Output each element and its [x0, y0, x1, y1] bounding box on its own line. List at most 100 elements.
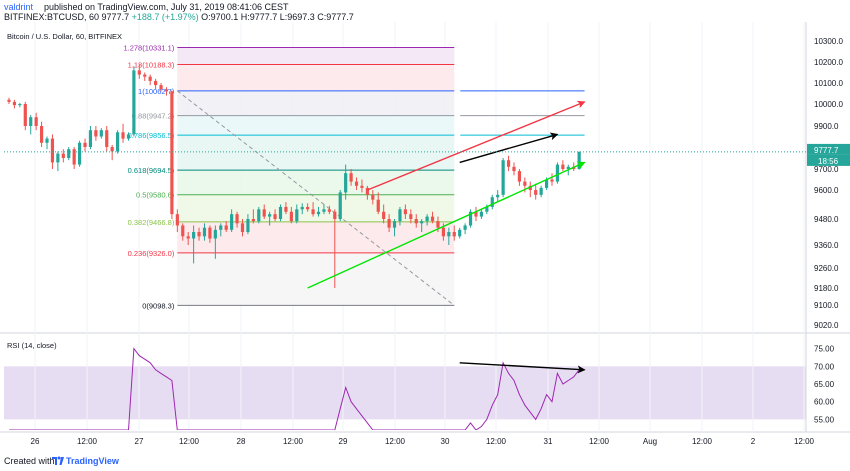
symbol-label: BITFINEX:BTCUSD, 60 — [4, 12, 100, 22]
candle-body — [126, 134, 131, 139]
candle-body — [501, 160, 505, 195]
candle-body — [327, 209, 331, 212]
candle-body — [360, 185, 364, 188]
price-tick-label: 9700.0 — [814, 165, 839, 174]
candle-body — [322, 209, 326, 212]
main-chart-title: Bitcoin / U.S. Dollar, 60, BITFINEX — [7, 32, 122, 41]
price-tick-label: 9480.0 — [814, 215, 839, 224]
candle-body — [34, 117, 38, 126]
candle-body — [284, 206, 288, 212]
publish-info: published on TradingView.com, July 31, 2… — [44, 2, 289, 12]
fib-zone — [177, 221, 455, 253]
candle-body — [148, 76, 152, 81]
candle-body — [251, 219, 255, 222]
price-tick-label: 10300.0 — [814, 37, 843, 46]
candle-body — [132, 70, 136, 135]
rsi-tick-label: 55.00 — [814, 415, 835, 424]
time-tick-label: 2 — [751, 437, 756, 446]
candle-body — [425, 216, 429, 222]
candle-body — [262, 209, 266, 217]
candle-body — [137, 70, 141, 75]
candle-body — [186, 236, 190, 239]
last-price-badge — [807, 143, 850, 155]
candle-body — [56, 153, 60, 163]
candle-body — [246, 219, 250, 232]
time-tick-label: 12:00 — [77, 437, 98, 446]
fib-zone — [177, 115, 455, 136]
price-tick-label: 9900.0 — [814, 122, 839, 131]
brand-name[interactable]: TradingView — [66, 456, 119, 466]
fib-label: 0.88(9947.2) — [132, 112, 175, 121]
candle-body — [295, 209, 299, 222]
candle-body — [164, 89, 169, 92]
fib-zone — [177, 194, 455, 222]
candle-body — [230, 214, 234, 230]
candle-body — [197, 232, 201, 237]
candle-body — [458, 229, 462, 237]
price-tick-label: 9260.0 — [814, 264, 839, 273]
countdown-badge — [807, 154, 850, 166]
rsi-band — [4, 366, 806, 420]
time-tick-label: Aug — [643, 437, 657, 446]
candle-body — [29, 117, 33, 126]
candle-body — [83, 142, 87, 147]
chart-header: valdrint published on TradingView.com, J… — [0, 0, 850, 22]
fib-label: 1.13(10188.3) — [128, 60, 175, 69]
fib-label: 0.5(9580.6) — [136, 191, 175, 200]
rsi-divergence-arrow — [459, 362, 586, 374]
price-tick-label: 9360.0 — [814, 241, 839, 250]
time-tick-label: 12:00 — [486, 437, 507, 446]
fib-zone — [177, 170, 455, 195]
candle-body — [316, 211, 321, 215]
time-tick-label: 30 — [441, 437, 450, 446]
resistance-trend-arrow — [367, 100, 586, 191]
author-name[interactable]: valdrint — [4, 2, 34, 12]
countdown-label: 18:56 — [818, 157, 839, 166]
time-tick-label: 12:00 — [385, 437, 406, 446]
chart-footer: Created with TradingView — [0, 452, 850, 471]
candle-body — [23, 104, 27, 126]
candle-body — [561, 164, 565, 169]
candle-body — [18, 104, 22, 106]
candle-body — [77, 142, 82, 165]
candle-body — [175, 214, 179, 226]
price-high-arrow — [459, 132, 559, 164]
time-tick-label: 12:00 — [794, 437, 815, 446]
candle-body — [447, 232, 451, 237]
candle-body — [110, 147, 114, 152]
candle-body — [534, 190, 538, 195]
fib-label: 0.786(9856.5) — [128, 131, 175, 140]
price-tick-label: 9180.0 — [814, 284, 839, 293]
candle-body — [333, 211, 337, 219]
candle-body — [485, 206, 489, 212]
ohlc-values: O:9700.1 H:9777.7 L:9697.3 C:9777.7 — [201, 12, 354, 22]
candle-body — [61, 153, 65, 158]
fib-zone — [177, 90, 455, 116]
candle-body — [463, 225, 467, 230]
candle-body — [387, 219, 391, 228]
price-tick-label: 9100.0 — [814, 301, 839, 310]
candle-body — [159, 85, 163, 90]
fib-zone — [177, 64, 455, 91]
candle-body — [349, 173, 353, 182]
price-main: 9777.7 — [101, 12, 130, 22]
candle-body — [441, 227, 445, 237]
candle-body — [213, 229, 217, 239]
candle-body — [192, 232, 196, 239]
candle-body — [517, 171, 522, 182]
candle-body — [289, 211, 293, 222]
candle-body — [94, 130, 98, 137]
fib-label: 1.278(10331.1) — [123, 44, 174, 53]
time-tick-label: 12:00 — [589, 437, 610, 446]
candle-body — [550, 179, 554, 182]
candle-body — [414, 219, 418, 224]
candle-body — [496, 194, 500, 198]
rsi-tick-label: 75.00 — [814, 345, 835, 354]
candle-body — [566, 166, 570, 169]
candle-body — [577, 151, 581, 169]
candle-body — [403, 209, 407, 215]
candle-body — [273, 214, 277, 219]
time-tick-label: 12:00 — [692, 437, 713, 446]
candle-body — [409, 214, 413, 219]
